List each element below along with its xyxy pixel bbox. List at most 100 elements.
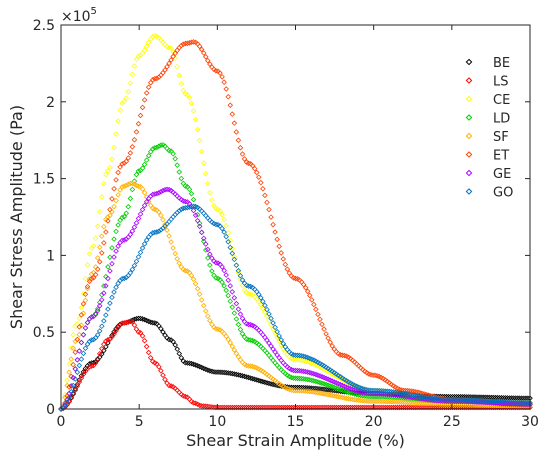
data-point [219,369,225,376]
data-point [433,404,439,411]
data-point [500,399,507,405]
data-point [294,384,301,391]
data-point [447,397,454,403]
data-point [378,404,384,411]
data-point [174,63,180,70]
data-point [113,228,119,235]
data-point [164,63,170,70]
data-point [107,300,113,306]
data-point [386,398,393,405]
data-point [68,388,74,395]
data-point [272,324,278,331]
data-point [72,376,79,382]
y-tick-label: 0 [46,402,55,418]
data-point [196,291,203,298]
data-point [437,404,444,411]
legend-item-et: ET [465,149,509,164]
data-point [300,384,307,391]
data-point [404,387,411,394]
data-point [266,352,272,359]
data-point [203,403,209,409]
data-point [129,144,136,150]
data-point [105,337,111,343]
data-point [174,256,180,262]
data-point [386,388,393,395]
data-point [223,287,229,294]
data-point [272,330,278,337]
data-point [439,396,446,403]
data-point [186,40,193,46]
data-point [494,398,501,405]
data-point [484,398,490,404]
data-point [205,181,211,187]
data-point [415,404,421,411]
data-point [172,55,178,62]
data-point [292,384,299,391]
data-point [245,321,252,328]
data-point [429,404,435,411]
data-point [86,338,93,345]
data-point [256,174,262,180]
data-point [143,43,150,50]
data-point [219,264,225,270]
data-point [141,97,148,103]
data-point [231,256,238,263]
data-point [72,366,79,372]
data-point [264,313,270,319]
data-point [149,320,156,326]
data-point [296,404,303,411]
data-point [70,361,77,368]
data-point [270,346,276,352]
data-point [172,342,178,348]
data-point [105,306,111,312]
data-point [390,389,397,395]
data-point [84,261,91,268]
data-point [190,196,197,203]
data-point [96,351,103,357]
data-point [396,390,403,396]
data-point [139,245,146,251]
data-point [402,399,409,406]
data-point [437,396,444,403]
data-point [68,395,74,402]
data-point [129,319,136,325]
data-point [400,399,407,406]
data-point [70,390,77,397]
x-tick-label: 30 [521,414,539,430]
data-point [256,299,262,305]
data-point [156,190,162,196]
data-point [219,225,225,232]
data-point [78,356,85,362]
data-point [109,294,115,301]
data-point [141,189,148,196]
data-point [411,404,417,411]
data-point [143,198,150,205]
data-point [455,401,462,408]
data-point [404,399,411,406]
data-point [113,197,119,204]
data-point [519,399,525,406]
data-point [66,369,72,375]
legend-label: LD [493,112,510,127]
data-point [294,404,301,411]
data-point [105,218,111,224]
data-point [284,404,291,411]
data-point [429,395,435,402]
data-point [117,107,123,113]
legend-marker [465,77,473,84]
data-point [388,398,395,405]
data-point [268,355,274,361]
data-point [453,404,460,411]
data-point [406,399,413,406]
data-point [103,283,109,289]
data-point [58,406,64,412]
data-point [476,397,482,404]
data-point [272,360,278,366]
data-point [149,146,156,152]
data-point [101,341,107,348]
data-point [282,261,289,268]
data-point [205,313,211,319]
data-point [270,320,276,326]
data-point [235,268,242,274]
data-point [121,98,127,105]
